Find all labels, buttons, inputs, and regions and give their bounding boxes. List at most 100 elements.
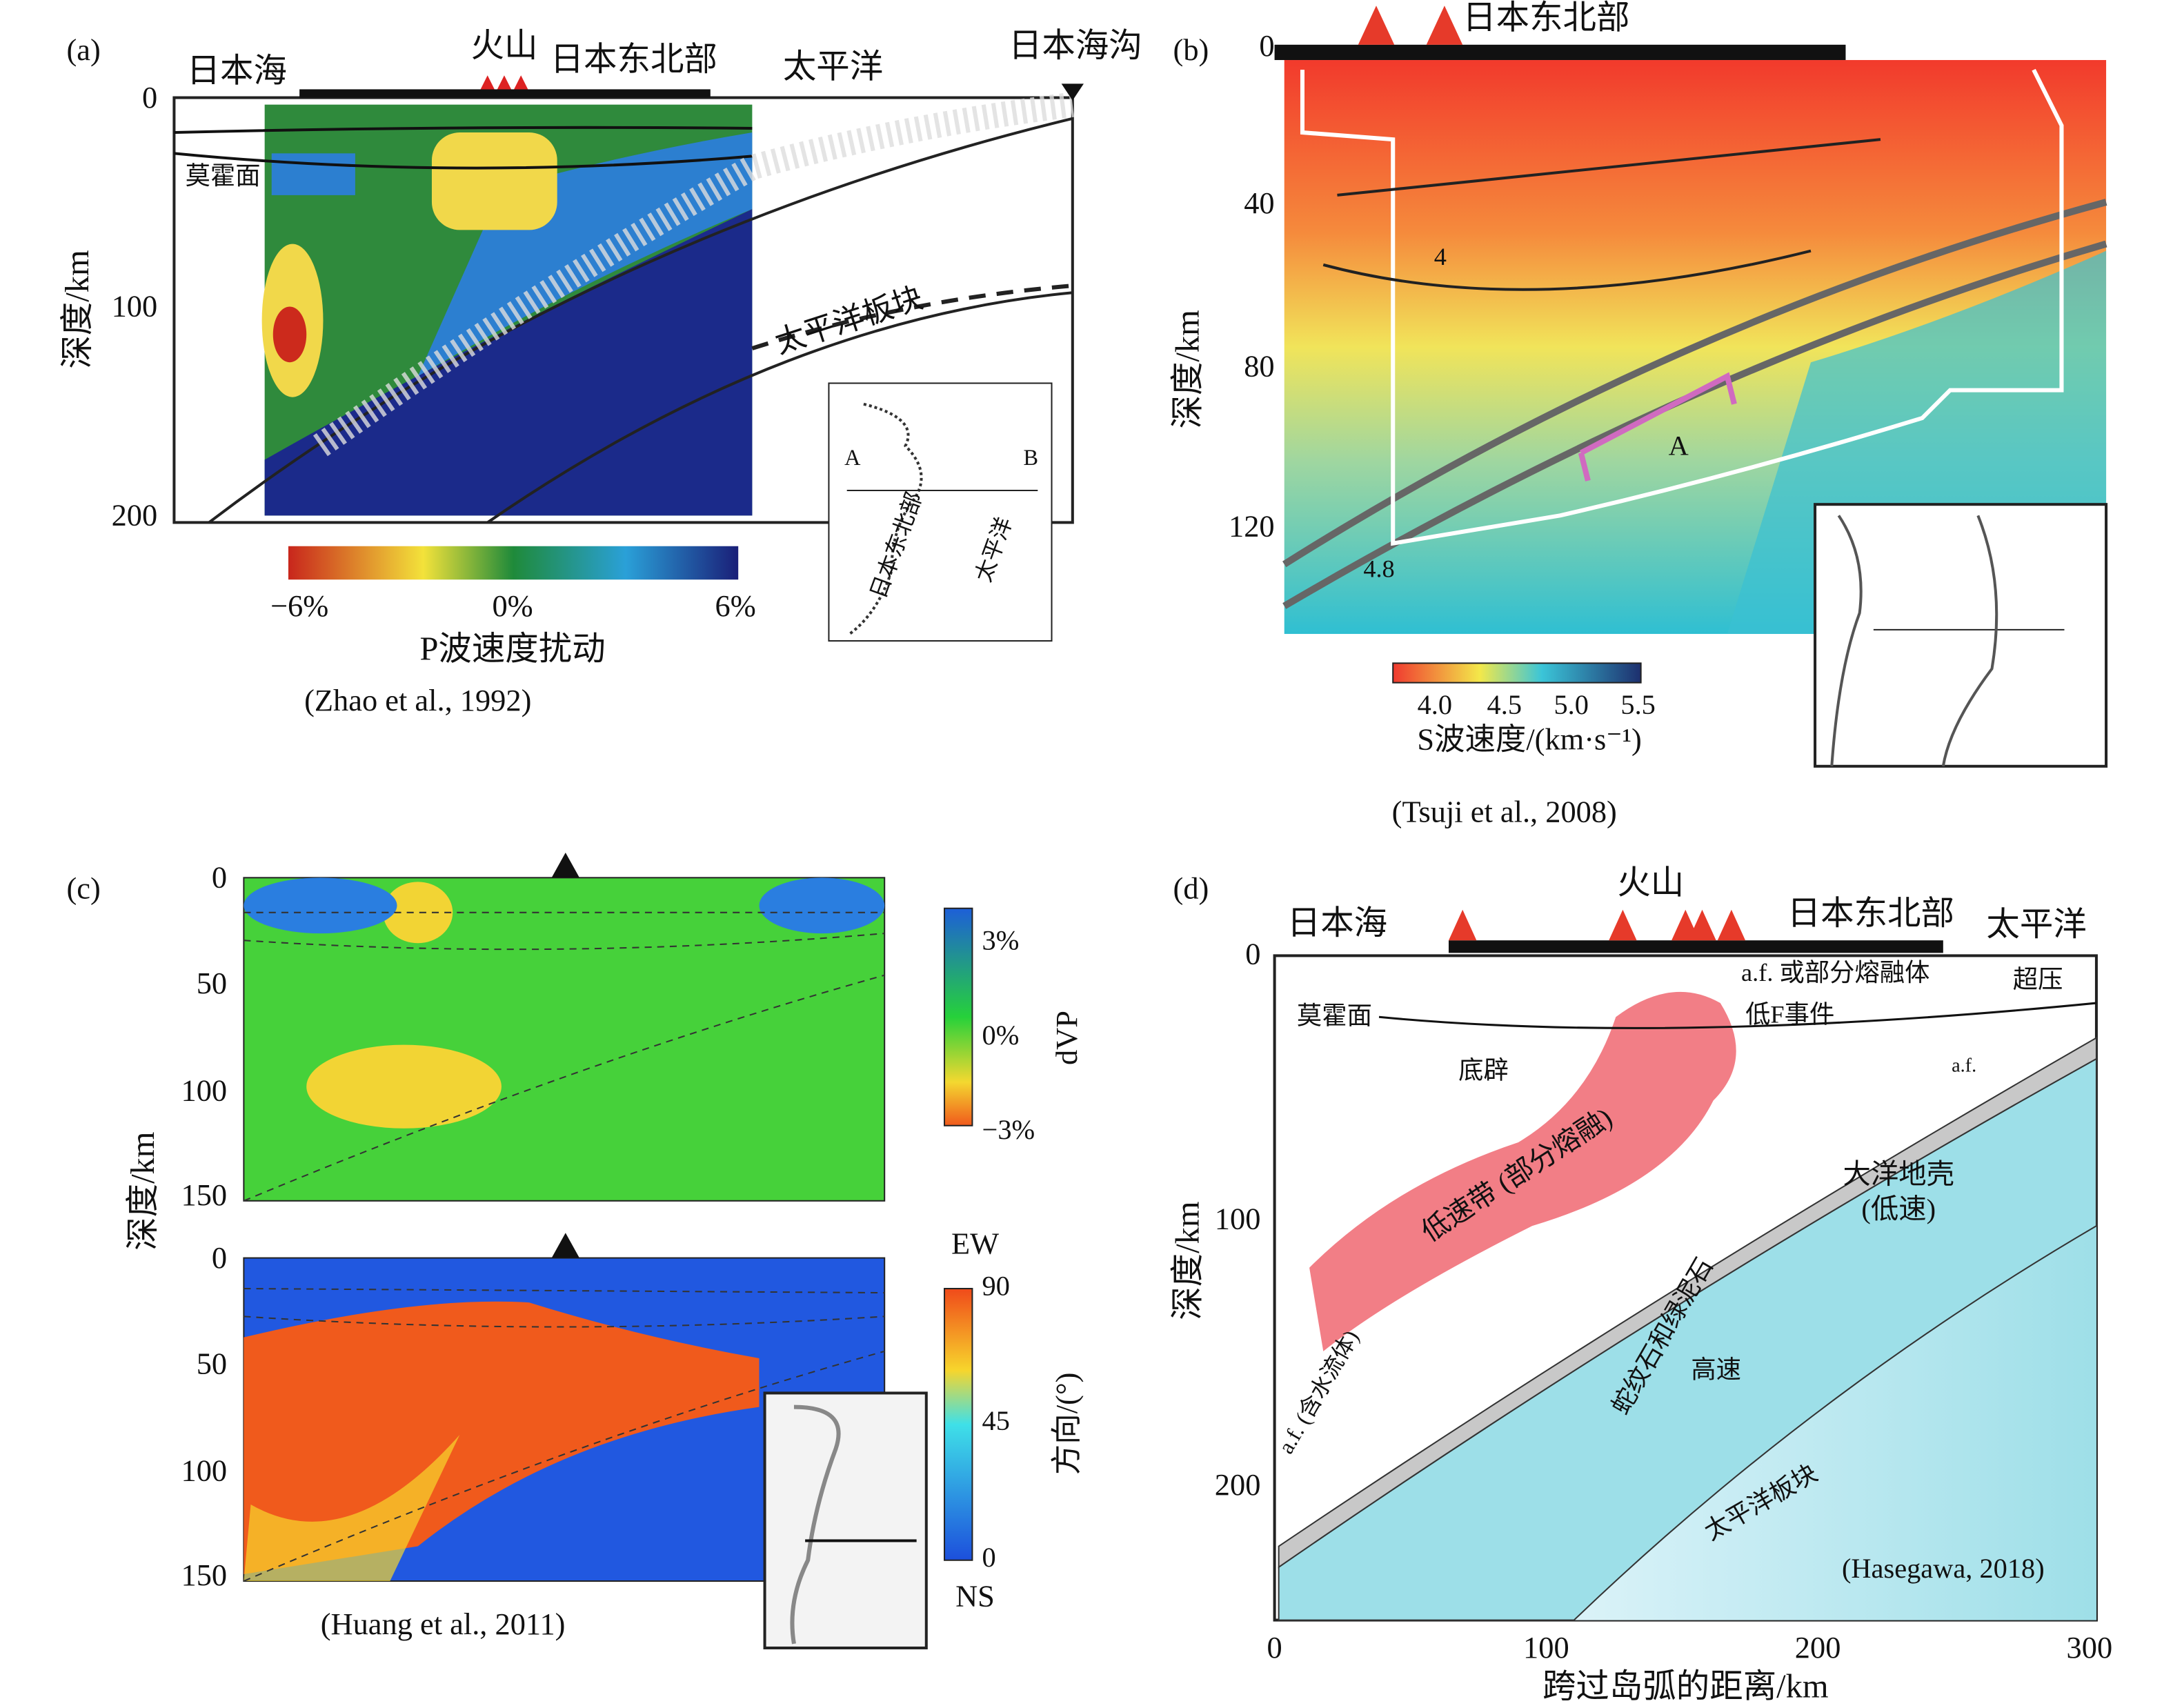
- tick-label: 4.5: [1487, 689, 1522, 720]
- shape: [1322, 138, 1881, 291]
- tick-label: 100: [1523, 1630, 1569, 1665]
- tick-label: 40: [1244, 186, 1274, 220]
- shape: [383, 882, 453, 944]
- panel-label: (a): [67, 32, 101, 67]
- shape: [288, 546, 739, 580]
- shape: [271, 153, 355, 195]
- label: 日本海: [1287, 905, 1387, 942]
- shape: [312, 92, 1075, 457]
- shape: [299, 89, 711, 98]
- label: 方向/(°): [1049, 1373, 1084, 1475]
- shape: [244, 1301, 760, 1574]
- tick-label: 0: [1267, 1630, 1282, 1665]
- label: A: [844, 445, 861, 470]
- label: B: [1023, 445, 1038, 470]
- tick-label: 100: [181, 1453, 228, 1488]
- shape: [243, 877, 886, 1202]
- shape: [174, 126, 753, 135]
- label: (Zhao et al., 1992): [304, 683, 531, 717]
- shape: [244, 1435, 460, 1582]
- tick-label: 0: [212, 860, 227, 895]
- shape: [272, 306, 307, 363]
- shape: [944, 907, 973, 1126]
- shape: [1578, 372, 1737, 481]
- shape: [751, 284, 1073, 350]
- label: S波速度/(km·s⁻¹): [1417, 722, 1641, 757]
- label: P波速度扰动: [419, 630, 605, 667]
- tick-label: 300: [2067, 1630, 2113, 1665]
- shape: [1830, 515, 1998, 767]
- tick-label: 200: [1795, 1630, 1841, 1665]
- label: 太平洋: [1986, 906, 2086, 943]
- shape: [944, 1287, 973, 1561]
- shape: [1282, 199, 2107, 568]
- tick-label: 0: [212, 1240, 227, 1275]
- shape: [790, 1404, 841, 1645]
- shape: [306, 1044, 502, 1129]
- panel-label: (c): [67, 871, 101, 906]
- label: 4: [1434, 243, 1447, 270]
- tick-label: 0%: [982, 1020, 1020, 1051]
- axis-label: 深度/km: [1170, 310, 1207, 428]
- shape: [1378, 1002, 2097, 1029]
- tick-label: 0: [982, 1542, 996, 1573]
- shape: [763, 1391, 928, 1649]
- shape: [174, 152, 753, 170]
- shape: [480, 75, 528, 90]
- label: 日本东北部: [1787, 895, 1954, 932]
- tick-label: −3%: [982, 1114, 1035, 1145]
- shape: [1274, 44, 1846, 61]
- shape: [1814, 503, 2108, 768]
- shape: [828, 382, 1053, 642]
- label: NS: [955, 1578, 995, 1613]
- shape: [1449, 940, 1943, 953]
- label: (Hasegawa, 2018): [1842, 1553, 2045, 1584]
- label: 大洋地壳: [1843, 1159, 1954, 1190]
- label: 底辟: [1458, 1056, 1509, 1084]
- label: (Huang et al., 2011): [321, 1607, 566, 1641]
- tick-label: 50: [197, 1346, 227, 1380]
- shape: [1309, 991, 1736, 1351]
- axis-label: 跨过岛弧的距离/km: [1542, 1669, 1829, 1705]
- label: 莫霍面: [1297, 1002, 1372, 1030]
- tick-label: 120: [1229, 509, 1275, 544]
- axis-label: 深度/km: [59, 250, 96, 368]
- label: 日本东北部: [1462, 0, 1629, 37]
- shape: [431, 132, 557, 230]
- label: 火山: [1617, 865, 1684, 902]
- shape: [244, 877, 397, 934]
- label: a.f. 或部分熔融体: [1741, 959, 1929, 986]
- tick-label: 100: [181, 1073, 228, 1107]
- tick-label: 150: [181, 1558, 228, 1592]
- tick-label: 6%: [715, 588, 756, 623]
- label: 日本海沟: [1009, 28, 1142, 64]
- tick-label: 5.0: [1554, 689, 1588, 720]
- tick-label: 90: [982, 1270, 1010, 1301]
- shape: [264, 209, 753, 516]
- label: 低F事件: [1745, 1001, 1834, 1029]
- tick-label: 80: [1244, 348, 1274, 383]
- shape: [849, 402, 923, 635]
- shape: [1061, 83, 1084, 101]
- label: a.f.: [1952, 1055, 1976, 1076]
- label: EW: [951, 1227, 999, 1261]
- tick-label: 200: [112, 498, 158, 533]
- shape: [486, 291, 1073, 524]
- label: 4.8: [1363, 555, 1394, 582]
- label: dVP: [1049, 1011, 1084, 1065]
- shape: [243, 911, 885, 1582]
- shape: [208, 117, 1073, 524]
- tick-label: 0: [142, 80, 157, 115]
- shape: [1449, 909, 1746, 941]
- label: 太平洋: [783, 48, 883, 85]
- tick-label: 0: [1259, 28, 1274, 63]
- tick-label: 100: [1215, 1201, 1261, 1235]
- label: 超压: [2013, 966, 2063, 993]
- label: A: [1669, 430, 1689, 461]
- tick-label: 45: [982, 1405, 1010, 1436]
- tick-label: 5.5: [1620, 689, 1655, 720]
- tick-label: 0%: [492, 588, 533, 623]
- label: 火山: [471, 28, 538, 64]
- tick-label: 150: [181, 1178, 228, 1212]
